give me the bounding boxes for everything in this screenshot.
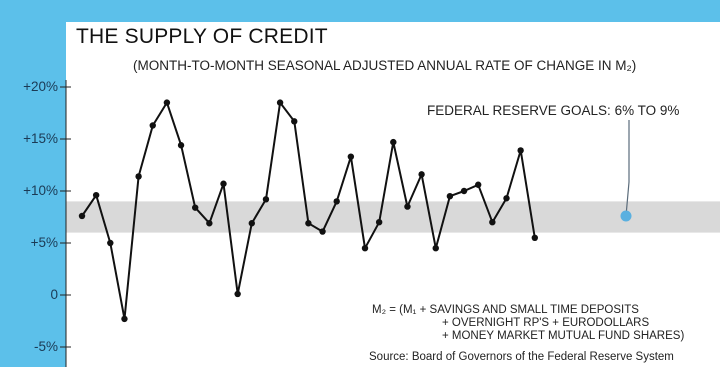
y-tick-label: +10% [23, 183, 58, 198]
data-point [333, 198, 340, 205]
y-tick-label: +5% [30, 235, 58, 250]
data-point [220, 180, 227, 187]
data-point [390, 138, 397, 146]
data-point [291, 118, 298, 125]
data-point [418, 171, 425, 178]
data-point [517, 147, 524, 154]
goal-marker-dot [620, 210, 632, 222]
chart-subtitle: (MONTH-TO-MONTH SEASONAL ADJUSTED ANNUAL… [133, 58, 637, 73]
data-point [107, 239, 114, 247]
data-point [192, 204, 199, 211]
data-point [503, 195, 510, 202]
data-point [319, 228, 326, 235]
goal-annotation: FEDERAL RESERVE GOALS: 6% TO 9% [427, 103, 680, 118]
y-tick-label: +15% [23, 131, 58, 146]
data-point [404, 203, 411, 210]
data-point [361, 245, 369, 252]
data-point [262, 196, 270, 203]
data-point [432, 245, 439, 252]
data-point [135, 173, 142, 180]
data-point [92, 191, 100, 199]
y-tick-label: -5% [33, 339, 58, 354]
data-point [234, 290, 241, 298]
data-point [78, 212, 86, 220]
data-point [177, 142, 185, 149]
data-point [347, 153, 355, 160]
formula-line-1: M₂ = (M₁ + SAVINGS AND SMALL TIME DEPOSI… [372, 304, 639, 316]
data-point [121, 315, 128, 323]
data-point [206, 220, 213, 227]
data-point [375, 219, 383, 226]
source-note: Source: Board of Governors of the Federa… [369, 351, 674, 363]
data-point [248, 220, 255, 227]
y-tick-label: 0 [50, 287, 58, 302]
data-point [460, 187, 468, 195]
data-point [489, 219, 496, 226]
data-point [149, 122, 156, 129]
goal-leader-line [625, 181, 630, 217]
data-point [305, 220, 312, 227]
chart-title: THE SUPPLY OF CREDIT [76, 25, 328, 48]
data-point [446, 193, 454, 200]
plot-area [66, 22, 720, 367]
data-point [163, 99, 171, 106]
data-point [276, 99, 284, 106]
data-point [475, 181, 482, 188]
data-point [531, 234, 538, 241]
formula-line-3: + MONEY MARKET MUTUAL FUND SHARES) [442, 330, 685, 342]
goal-band [66, 201, 720, 233]
formula-line-2: + OVERNIGHT RP'S + EURODOLLARS [442, 317, 650, 329]
y-tick-label: +20% [23, 79, 58, 94]
